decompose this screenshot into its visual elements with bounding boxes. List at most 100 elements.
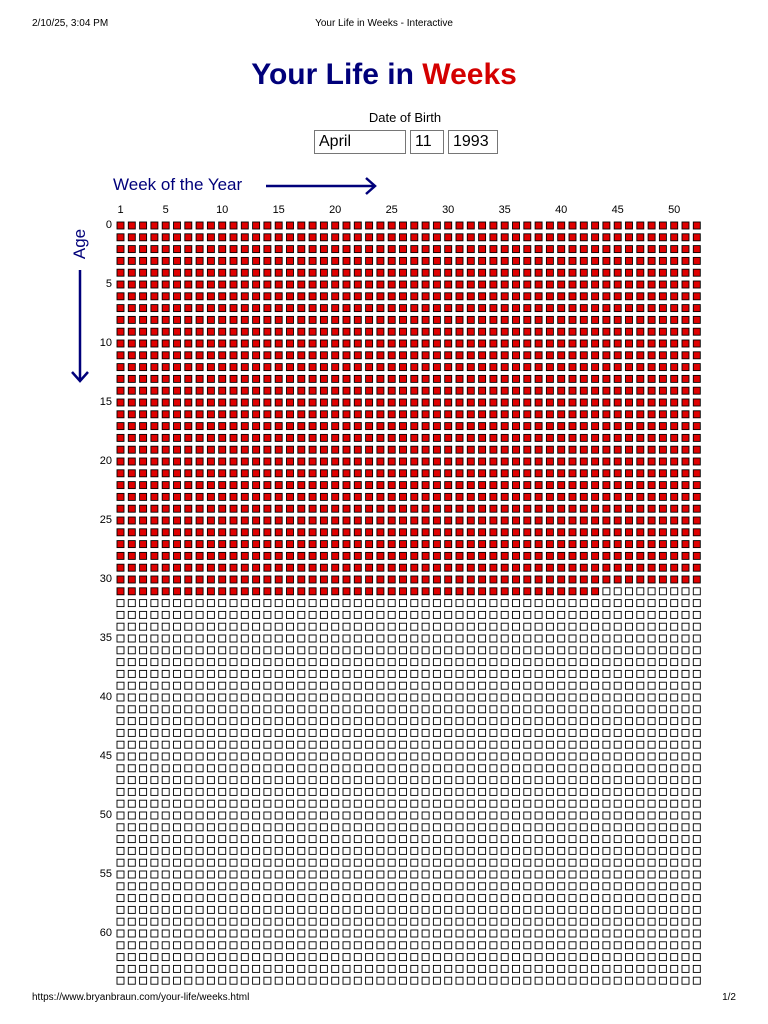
week-box-future bbox=[489, 846, 498, 855]
birth-day-input[interactable]: 11 bbox=[410, 130, 444, 154]
week-box-lived bbox=[681, 492, 690, 501]
week-box-future bbox=[331, 964, 340, 973]
week-box-lived bbox=[579, 422, 588, 431]
week-box-future bbox=[331, 835, 340, 844]
week-box-future bbox=[658, 599, 667, 608]
week-box-future bbox=[195, 669, 204, 678]
week-box-future bbox=[591, 941, 600, 950]
week-box-lived bbox=[297, 516, 306, 525]
week-box-lived bbox=[331, 256, 340, 265]
week-box-lived bbox=[636, 575, 645, 584]
week-box-lived bbox=[523, 339, 532, 348]
week-box-future bbox=[591, 681, 600, 690]
week-box-lived bbox=[692, 363, 701, 372]
week-box-lived bbox=[116, 386, 125, 395]
week-box-future bbox=[297, 658, 306, 667]
week-box-lived bbox=[286, 516, 294, 525]
week-box-lived bbox=[274, 339, 283, 348]
week-box-future bbox=[331, 634, 340, 643]
week-box-lived bbox=[557, 433, 566, 442]
week-box-future bbox=[218, 764, 227, 773]
week-box-lived bbox=[150, 563, 159, 572]
week-box-lived bbox=[218, 540, 227, 549]
week-box-future bbox=[218, 740, 227, 749]
week-box-lived bbox=[376, 551, 385, 560]
birth-month-input[interactable]: April bbox=[314, 130, 406, 154]
week-box-lived bbox=[692, 540, 701, 549]
week-box-lived bbox=[579, 327, 588, 336]
week-box-future bbox=[670, 964, 679, 973]
week-box-lived bbox=[274, 528, 283, 537]
week-box-lived bbox=[636, 422, 645, 431]
week-box-lived bbox=[331, 410, 340, 419]
week-box-lived bbox=[365, 386, 374, 395]
week-box-lived bbox=[670, 422, 679, 431]
week-box-lived bbox=[286, 374, 294, 383]
week-box-lived bbox=[681, 221, 690, 230]
week-box-lived bbox=[116, 481, 125, 490]
week-box-lived bbox=[252, 280, 261, 289]
week-box-future bbox=[512, 917, 520, 926]
week-box-lived bbox=[308, 339, 317, 348]
week-box-future bbox=[206, 728, 215, 737]
week-box-lived bbox=[206, 516, 215, 525]
week-box-future bbox=[195, 693, 204, 702]
week-box-future bbox=[455, 681, 464, 690]
week-tick-label: 1 bbox=[117, 204, 124, 216]
week-box-lived bbox=[319, 351, 328, 360]
week-box-lived bbox=[489, 315, 498, 324]
week-box-future bbox=[173, 764, 181, 773]
week-box-lived bbox=[692, 256, 701, 265]
week-box-lived bbox=[365, 481, 374, 490]
week-box-future bbox=[489, 622, 498, 631]
week-box-future bbox=[399, 599, 407, 608]
week-box-future bbox=[421, 894, 430, 903]
week-box-lived bbox=[591, 433, 600, 442]
week-box-future bbox=[399, 752, 407, 761]
week-box-future bbox=[545, 894, 554, 903]
week-box-lived bbox=[342, 268, 351, 277]
week-box-lived bbox=[139, 433, 148, 442]
week-box-future bbox=[308, 740, 317, 749]
week-box-lived bbox=[206, 292, 215, 301]
week-box-lived bbox=[229, 327, 238, 336]
week-box-future bbox=[161, 658, 170, 667]
week-box-future bbox=[263, 811, 272, 820]
week-box-future bbox=[523, 976, 532, 985]
week-box-future bbox=[670, 823, 679, 832]
week-box-future bbox=[229, 917, 238, 926]
week-box-future bbox=[534, 658, 543, 667]
week-box-lived bbox=[500, 563, 509, 572]
week-box-future bbox=[523, 599, 532, 608]
week-box-future bbox=[376, 941, 385, 950]
week-box-lived bbox=[195, 587, 204, 596]
week-box-future bbox=[308, 787, 317, 796]
week-box-future bbox=[116, 622, 125, 631]
week-box-future bbox=[466, 693, 475, 702]
birth-year-input[interactable]: 1993 bbox=[448, 130, 498, 154]
week-box-lived bbox=[376, 410, 385, 419]
week-box-lived bbox=[240, 351, 249, 360]
week-box-lived bbox=[478, 457, 487, 466]
week-box-lived bbox=[353, 339, 362, 348]
week-box-future bbox=[274, 634, 283, 643]
week-box-future bbox=[602, 894, 611, 903]
week-box-lived bbox=[670, 256, 679, 265]
week-box-lived bbox=[489, 481, 498, 490]
week-box-future bbox=[173, 941, 181, 950]
week-box-lived bbox=[184, 351, 193, 360]
week-box-future bbox=[150, 823, 159, 832]
week-box-lived bbox=[173, 292, 181, 301]
week-box-future bbox=[365, 646, 374, 655]
week-box-lived bbox=[613, 422, 622, 431]
week-box-future bbox=[161, 964, 170, 973]
week-box-future bbox=[613, 811, 622, 820]
week-box-future bbox=[139, 894, 148, 903]
week-box-future bbox=[150, 634, 159, 643]
week-box-future bbox=[478, 858, 487, 867]
week-box-lived bbox=[263, 422, 272, 431]
week-box-future bbox=[636, 764, 645, 773]
week-box-future bbox=[636, 811, 645, 820]
week-box-lived bbox=[161, 315, 170, 324]
week-box-lived bbox=[410, 433, 419, 442]
